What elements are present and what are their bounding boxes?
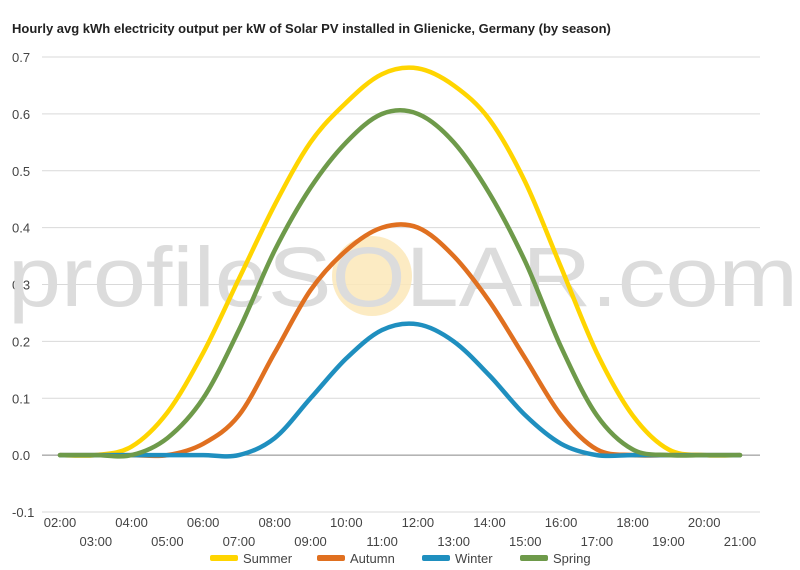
chart-title: Hourly avg kWh electricity output per kW… <box>12 21 611 36</box>
x-tick-label: 03:00 <box>80 534 113 549</box>
y-tick-label: 0.0 <box>12 448 30 463</box>
x-tick-label: 08:00 <box>258 515 291 530</box>
legend-swatch <box>520 555 548 561</box>
x-tick-label: 04:00 <box>115 515 148 530</box>
series-line-winter <box>57 321 743 459</box>
legend-item-autumn[interactable]: Autumn <box>317 551 395 566</box>
legend-label: Summer <box>243 551 293 566</box>
y-tick-label: 0.2 <box>12 334 30 349</box>
legend-swatch <box>317 555 345 561</box>
x-tick-label: 20:00 <box>688 515 721 530</box>
y-tick-label: 0.7 <box>12 50 30 65</box>
x-tick-label: 02:00 <box>44 515 77 530</box>
series-lines <box>57 65 743 459</box>
x-tick-label: 12:00 <box>402 515 435 530</box>
x-tick-label: 07:00 <box>223 534 256 549</box>
y-axis-ticks: -0.1 0.0 0.1 0.2 0.3 0.4 0.5 0.6 0.7 <box>12 50 34 520</box>
series-line-spring <box>57 108 743 459</box>
y-tick-label: 0.3 <box>12 278 30 293</box>
y-tick-label: 0.4 <box>12 221 30 236</box>
x-tick-label: 11:00 <box>366 534 398 549</box>
legend-label: Autumn <box>350 551 395 566</box>
x-tick-label: 19:00 <box>652 534 685 549</box>
x-tick-label: 18:00 <box>616 515 649 530</box>
y-tick-label: 0.5 <box>12 164 30 179</box>
x-tick-label: 14:00 <box>473 515 506 530</box>
x-tick-label: 15:00 <box>509 534 542 549</box>
legend-item-summer[interactable]: Summer <box>210 551 293 566</box>
legend-label: Winter <box>455 551 493 566</box>
watermark: profileSOLAR.com <box>8 230 798 324</box>
series-line-summer <box>57 65 743 458</box>
legend-item-winter[interactable]: Winter <box>422 551 493 566</box>
y-tick-label: 0.6 <box>12 107 30 122</box>
legend-swatch <box>422 555 450 561</box>
x-tick-label: 17:00 <box>581 534 614 549</box>
x-tick-label: 21:00 <box>724 534 757 549</box>
legend-label: Spring <box>553 551 591 566</box>
x-tick-label: 06:00 <box>187 515 220 530</box>
x-tick-label: 10:00 <box>330 515 363 530</box>
x-tick-label: 05:00 <box>151 534 184 549</box>
y-tick-label: -0.1 <box>12 505 34 520</box>
x-axis-ticks: 02:0003:0004:0005:0006:0007:0008:0009:00… <box>44 515 757 549</box>
watermark-text: profileSOLAR.com <box>8 230 798 324</box>
watermark-sun-icon <box>332 236 412 316</box>
legend-swatch <box>210 555 238 561</box>
x-tick-label: 16:00 <box>545 515 578 530</box>
x-tick-label: 13:00 <box>437 534 470 549</box>
legend-item-spring[interactable]: Spring <box>520 551 591 566</box>
x-tick-label: 09:00 <box>294 534 327 549</box>
legend[interactable]: Summer Autumn Winter Spring <box>210 551 591 566</box>
y-tick-label: 0.1 <box>12 391 30 406</box>
